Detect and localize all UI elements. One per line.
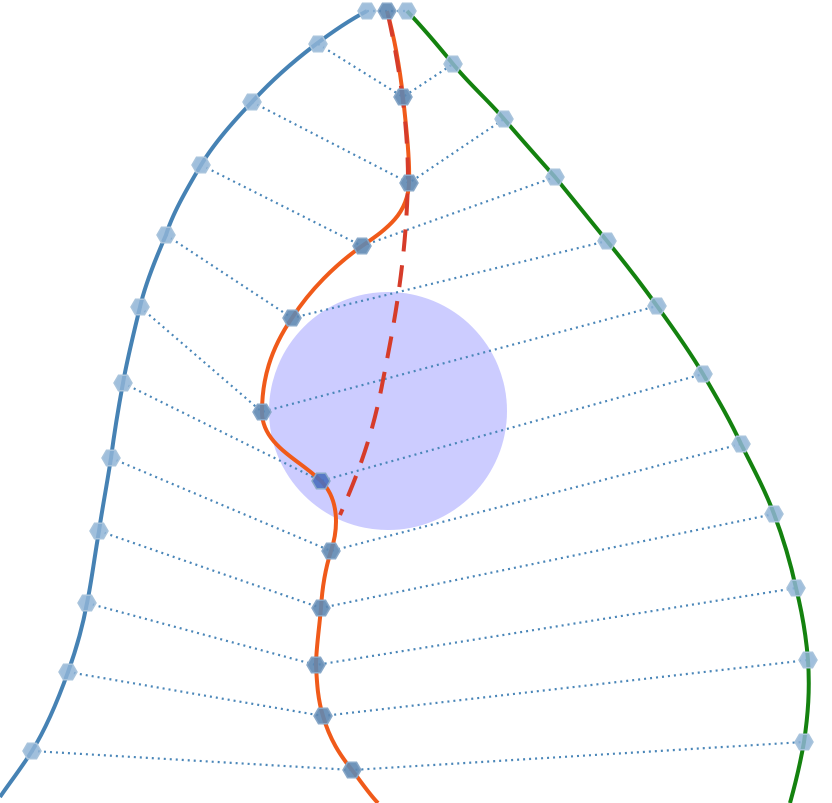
node [545,168,565,186]
node [399,174,419,192]
node [313,707,333,725]
connector [31,740,805,772]
node [308,35,328,53]
node [130,298,150,316]
node [22,742,42,760]
node [798,651,818,669]
connector [139,304,658,414]
node [311,599,331,617]
node [397,2,417,20]
node [282,309,302,327]
node [794,733,814,751]
node [764,505,784,523]
connector [122,372,704,483]
node [352,237,372,255]
node [252,403,272,421]
node [191,156,211,174]
node [393,88,413,106]
node [731,435,751,453]
node [77,594,97,612]
connector [317,43,454,99]
node [494,110,514,128]
node [321,542,341,560]
node [357,2,377,20]
node [58,663,78,681]
connector [98,512,775,610]
connector [110,442,742,553]
node [101,449,121,467]
node [647,297,667,315]
node [306,656,326,674]
node [377,2,397,20]
node [443,55,463,73]
node [242,93,262,111]
node [342,761,362,779]
disc [269,292,507,530]
node [597,232,617,250]
connector [67,658,809,718]
node [113,374,133,392]
node [89,522,109,540]
node [311,472,331,490]
node [786,579,806,597]
node [156,226,176,244]
node [693,365,713,383]
connector [86,586,797,667]
connector [251,101,505,185]
